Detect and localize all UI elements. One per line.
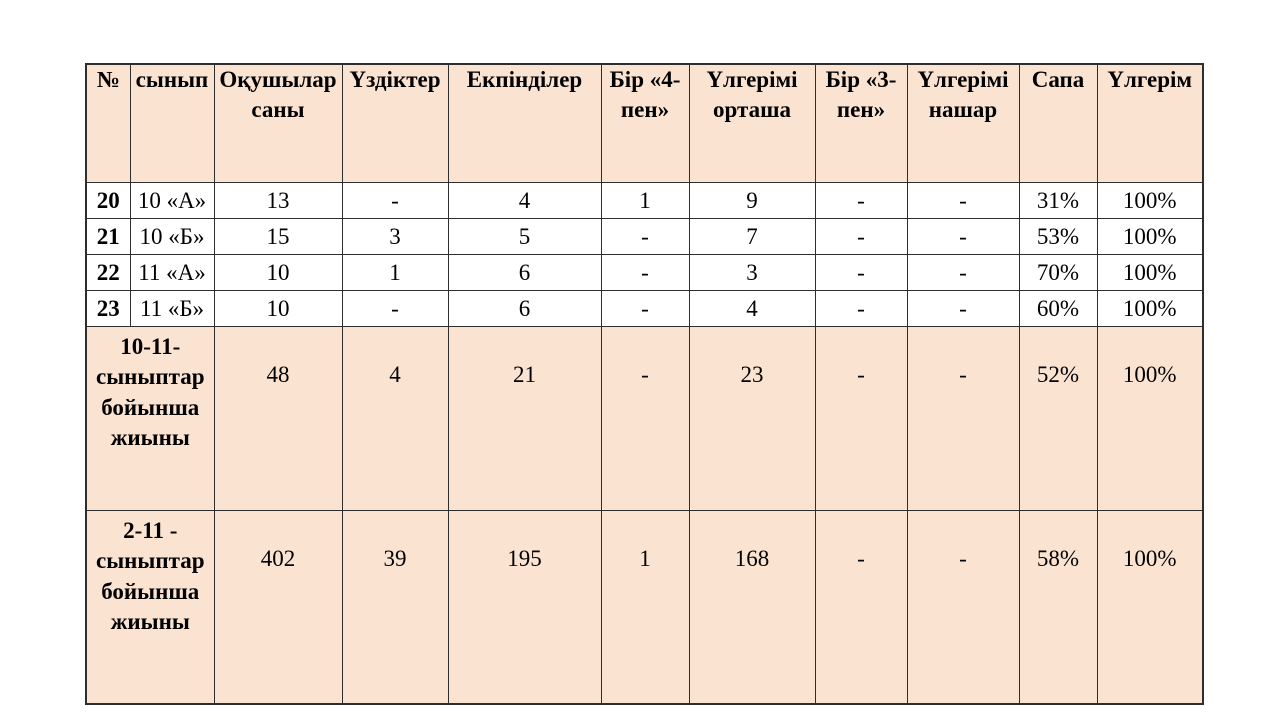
table-cell: 1 (600, 510, 690, 705)
table-cell: 6 (447, 290, 602, 327)
table-cell: 100% (1096, 510, 1204, 705)
table-row: 21 10 «Б» 15 3 5 - 7 - - 53% 100% (85, 218, 1204, 255)
table-cell: 100% (1096, 290, 1204, 327)
table-cell: 3 (688, 254, 816, 291)
results-table: № сынып Оқушылар саны Үздіктер Екпінділе… (85, 63, 1204, 705)
table-cell: 195 (447, 510, 602, 705)
table-cell: 7 (688, 218, 816, 255)
table-cell: 39 (341, 510, 449, 705)
table-cell: 168 (688, 510, 816, 705)
table-cell: 9 (688, 182, 816, 219)
table-cell: 15 (213, 218, 343, 255)
table-cell: - (814, 182, 908, 219)
table-cell: 4 (688, 290, 816, 327)
table-cell: 6 (447, 254, 602, 291)
table-cell: 10 (213, 254, 343, 291)
table-cell: - (906, 254, 1020, 291)
table-cell: 23 (85, 290, 131, 327)
table-cell: 52% (1018, 326, 1098, 511)
summary-row-10-11: 10-11-сыныптар бойынша жиыны 48 4 21 - 2… (85, 326, 1204, 511)
table-cell: - (600, 326, 690, 511)
table-cell: 10 «А» (129, 182, 215, 219)
table-cell: - (814, 290, 908, 327)
column-header-students: Оқушылар саны (213, 63, 343, 183)
table-cell: - (814, 254, 908, 291)
table-cell: - (600, 254, 690, 291)
table-cell: 3 (341, 218, 449, 255)
column-header-excellent: Үздіктер (341, 63, 449, 183)
table-cell: 22 (85, 254, 131, 291)
table-cell: - (906, 510, 1020, 705)
column-header-poor: Үлгерімі нашар (906, 63, 1020, 183)
table-cell: 21 (85, 218, 131, 255)
table-cell: 11 «А» (129, 254, 215, 291)
table-cell: - (906, 290, 1020, 327)
table-row: 22 11 «А» 10 1 6 - 3 - - 70% 100% (85, 254, 1204, 291)
summary-label: 10-11-сыныптар бойынша жиыны (85, 326, 215, 511)
table-cell: - (341, 290, 449, 327)
table-cell: 5 (447, 218, 602, 255)
table-cell: 70% (1018, 254, 1098, 291)
table-cell: - (906, 218, 1020, 255)
table-cell: 11 «Б» (129, 290, 215, 327)
summary-row-2-11: 2-11 - сыныптар бойынша жиыны 402 39 195… (85, 510, 1204, 705)
column-header-quality: Сапа (1018, 63, 1098, 183)
table-cell: 100% (1096, 254, 1204, 291)
column-header-good: Екпінділер (447, 63, 602, 183)
table-cell: 20 (85, 182, 131, 219)
table-row: 23 11 «Б» 10 - 6 - 4 - - 60% 100% (85, 290, 1204, 327)
table-header-row: № сынып Оқушылар саны Үздіктер Екпінділе… (85, 63, 1204, 183)
table-cell: 21 (447, 326, 602, 511)
table-cell: 23 (688, 326, 816, 511)
table-cell: - (906, 182, 1020, 219)
table-cell: 4 (341, 326, 449, 511)
table-cell: - (341, 182, 449, 219)
column-header-progress: Үлгерім (1096, 63, 1204, 183)
table-cell: - (814, 510, 908, 705)
table-cell: 1 (341, 254, 449, 291)
column-header-one-four: Бір «4-пен» (600, 63, 690, 183)
table-cell: 13 (213, 182, 343, 219)
table-cell: 100% (1096, 218, 1204, 255)
table-cell: 402 (213, 510, 343, 705)
table-cell: - (814, 218, 908, 255)
table-cell: 58% (1018, 510, 1098, 705)
table-cell: 48 (213, 326, 343, 511)
table-cell: - (906, 326, 1020, 511)
column-header-num: № (85, 63, 131, 183)
table-cell: 1 (600, 182, 690, 219)
table-cell: 100% (1096, 182, 1204, 219)
table-cell: 60% (1018, 290, 1098, 327)
table-cell: 10 (213, 290, 343, 327)
table-cell: - (814, 326, 908, 511)
table-cell: - (600, 290, 690, 327)
column-header-class: сынып (129, 63, 215, 183)
column-header-one-three: Бір «3-пен» (814, 63, 908, 183)
table-cell: - (600, 218, 690, 255)
table-cell: 31% (1018, 182, 1098, 219)
table-cell: 4 (447, 182, 602, 219)
summary-label: 2-11 - сыныптар бойынша жиыны (85, 510, 215, 705)
table-cell: 100% (1096, 326, 1204, 511)
column-header-average: Үлгерімі орташа (688, 63, 816, 183)
table-cell: 10 «Б» (129, 218, 215, 255)
table-row: 20 10 «А» 13 - 4 1 9 - - 31% 100% (85, 182, 1204, 219)
table-cell: 53% (1018, 218, 1098, 255)
